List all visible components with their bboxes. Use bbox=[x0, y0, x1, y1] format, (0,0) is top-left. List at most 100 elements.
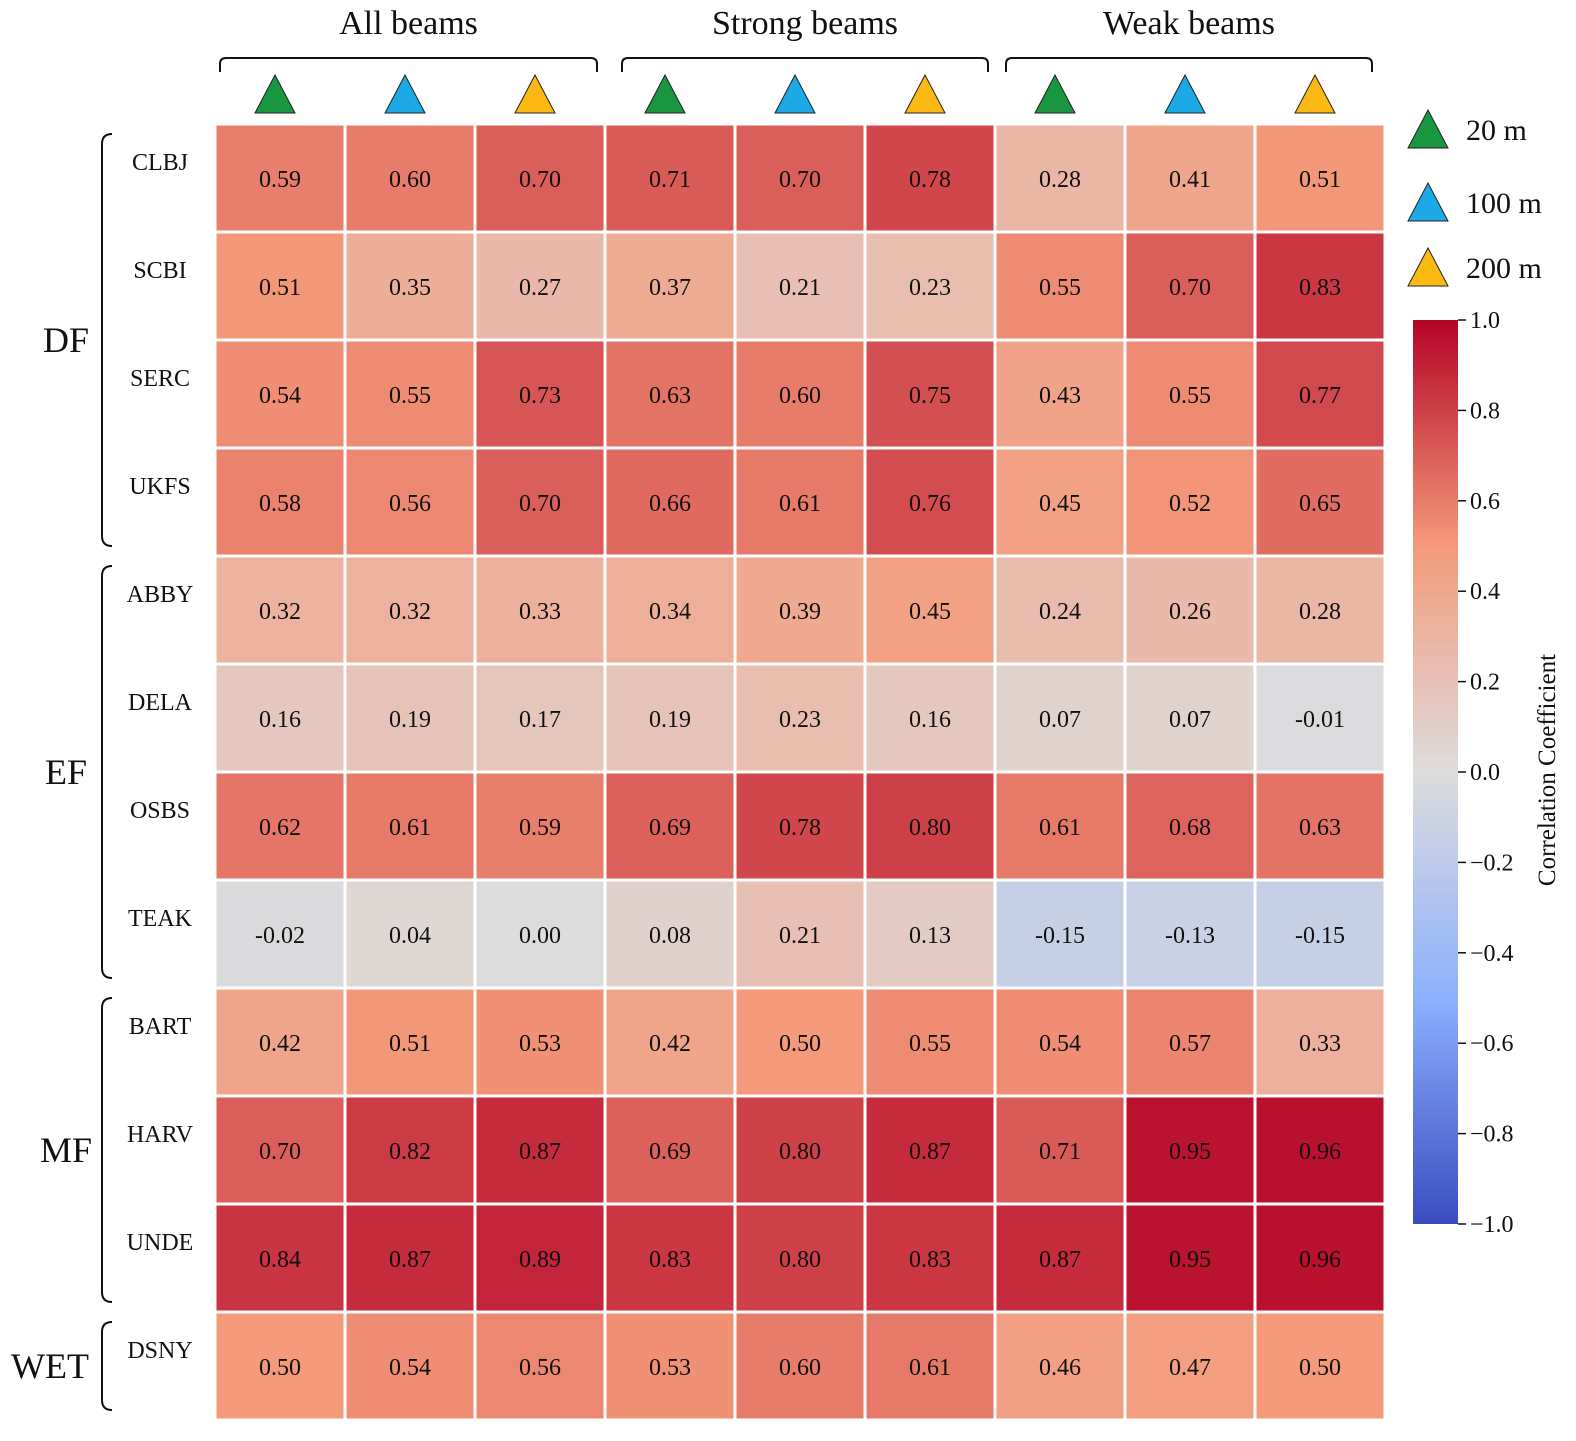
colorbar-tick-label: 0.4 bbox=[1470, 579, 1500, 605]
column-group-label: Weak beams bbox=[1103, 5, 1275, 42]
cell-value-label: 0.78 bbox=[779, 815, 821, 841]
row-group-bracket bbox=[101, 565, 113, 979]
heatmap-cell bbox=[343, 1094, 477, 1206]
heatmap-cell bbox=[863, 662, 997, 774]
row-label: CLBJ bbox=[132, 150, 188, 176]
cell-value-label: 0.71 bbox=[1039, 1139, 1081, 1165]
heatmap-cell bbox=[213, 122, 347, 234]
cell-value-label: 0.00 bbox=[519, 923, 561, 949]
row-group-bracket bbox=[101, 1321, 113, 1411]
heatmap-cell bbox=[1253, 986, 1387, 1098]
row-label: UKFS bbox=[129, 474, 190, 500]
cell-value-label: 0.19 bbox=[389, 707, 431, 733]
row-group-label: DF bbox=[43, 320, 89, 360]
heatmap-cell bbox=[213, 1094, 347, 1206]
cell-value-label: 0.46 bbox=[1039, 1355, 1081, 1381]
cell-value-label: 0.95 bbox=[1169, 1247, 1211, 1273]
row-label: TEAK bbox=[128, 906, 193, 932]
cell-value-label: 0.07 bbox=[1169, 707, 1211, 733]
row-group-label: WET bbox=[11, 1346, 89, 1386]
cell-value-label: 0.17 bbox=[519, 707, 561, 733]
colorbar-tick-label: −0.4 bbox=[1470, 941, 1514, 967]
cell-value-label: 0.04 bbox=[389, 923, 431, 949]
column-group-label: Strong beams bbox=[712, 5, 898, 42]
cell-value-label: 0.23 bbox=[779, 707, 821, 733]
cell-value-label: 0.96 bbox=[1299, 1139, 1341, 1165]
cell-value-label: 0.83 bbox=[1299, 275, 1341, 301]
row-label: DSNY bbox=[127, 1338, 192, 1364]
cell-value-label: 0.63 bbox=[649, 383, 691, 409]
green-triangle-icon bbox=[644, 73, 686, 114]
cell-value-label: 0.87 bbox=[519, 1139, 561, 1165]
cell-value-label: 0.95 bbox=[1169, 1139, 1211, 1165]
cell-value-label: 0.70 bbox=[1169, 275, 1211, 301]
colorbar-tick-label: −0.6 bbox=[1470, 1031, 1514, 1057]
cell-value-label: 0.51 bbox=[389, 1031, 431, 1057]
green-triangle-icon bbox=[1407, 108, 1449, 149]
cell-value-label: 0.61 bbox=[1039, 815, 1081, 841]
heatmap-cell bbox=[733, 662, 867, 774]
cell-value-label: 0.19 bbox=[649, 707, 691, 733]
cell-value-label: 0.61 bbox=[779, 491, 821, 517]
cell-value-label: 0.61 bbox=[909, 1355, 951, 1381]
heatmap-cell bbox=[733, 1310, 867, 1422]
cell-value-label: 0.42 bbox=[649, 1031, 691, 1057]
cell-value-label: 0.69 bbox=[649, 1139, 691, 1165]
cell-value-label: 0.68 bbox=[1169, 815, 1211, 841]
heatmap-cell bbox=[213, 1202, 347, 1314]
cell-value-label: 0.60 bbox=[779, 1355, 821, 1381]
heatmap-cell bbox=[993, 770, 1127, 882]
heatmap-cell bbox=[343, 770, 477, 882]
cell-value-label: 0.24 bbox=[1039, 599, 1081, 625]
green-triangle-icon bbox=[1034, 73, 1076, 114]
cell-value-label: 0.80 bbox=[779, 1247, 821, 1273]
heatmap-cell bbox=[1253, 1094, 1387, 1206]
heatmap-cell bbox=[213, 878, 347, 990]
cell-value-label: 0.70 bbox=[779, 167, 821, 193]
cell-value-label: 0.60 bbox=[389, 167, 431, 193]
colorbar-tick-label: 1.0 bbox=[1470, 308, 1500, 334]
heatmap-cell bbox=[993, 1202, 1127, 1314]
cell-value-label: 0.45 bbox=[1039, 491, 1081, 517]
cell-value-label: -0.15 bbox=[1295, 923, 1345, 949]
cell-value-label: 0.87 bbox=[909, 1139, 951, 1165]
heatmap-cell bbox=[1123, 662, 1257, 774]
cell-value-label: 0.96 bbox=[1299, 1247, 1341, 1273]
row-group-label: EF bbox=[45, 752, 87, 792]
colorbar bbox=[1413, 320, 1458, 1224]
cell-value-label: -0.15 bbox=[1035, 923, 1085, 949]
cell-value-label: 0.70 bbox=[519, 167, 561, 193]
heatmap-cell bbox=[863, 878, 997, 990]
cell-value-label: 0.47 bbox=[1169, 1355, 1211, 1381]
heatmap-cell bbox=[1123, 122, 1257, 234]
heatmap-cell bbox=[213, 338, 347, 450]
cell-value-label: 0.32 bbox=[389, 599, 431, 625]
heatmap-cell bbox=[213, 554, 347, 666]
cell-value-label: 0.45 bbox=[909, 599, 951, 625]
cell-value-label: 0.60 bbox=[779, 383, 821, 409]
column-group-label: All beams bbox=[339, 5, 478, 42]
heatmap-cell bbox=[603, 878, 737, 990]
blue-triangle-icon bbox=[1407, 181, 1449, 222]
cell-value-label: 0.84 bbox=[259, 1247, 301, 1273]
cell-value-label: 0.16 bbox=[909, 707, 951, 733]
row-group-label: MF bbox=[40, 1130, 92, 1170]
heatmap-cell bbox=[863, 554, 997, 666]
heatmap-cell bbox=[1253, 446, 1387, 558]
cell-value-label: 0.41 bbox=[1169, 167, 1211, 193]
cell-value-label: 0.55 bbox=[909, 1031, 951, 1057]
heatmap-cell bbox=[733, 878, 867, 990]
cell-value-label: 0.54 bbox=[259, 383, 301, 409]
cell-value-label: 0.89 bbox=[519, 1247, 561, 1273]
heatmap-cell bbox=[1123, 1202, 1257, 1314]
cell-value-label: 0.55 bbox=[389, 383, 431, 409]
heatmap-cell bbox=[343, 662, 477, 774]
yellow-triangle-icon bbox=[514, 73, 556, 114]
row-label: UNDE bbox=[127, 1230, 194, 1256]
heatmap-cell bbox=[213, 662, 347, 774]
cell-value-label: 0.23 bbox=[909, 275, 951, 301]
row-label: DELA bbox=[128, 690, 193, 716]
cell-value-label: 0.54 bbox=[1039, 1031, 1081, 1057]
heatmap-cell bbox=[473, 662, 607, 774]
